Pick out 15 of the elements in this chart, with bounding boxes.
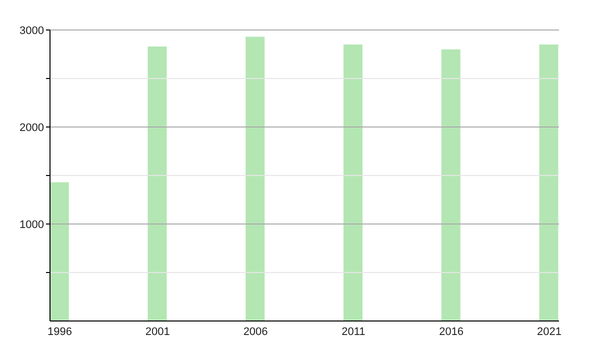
bar [344, 44, 362, 321]
x-tick-label: 2011 [342, 326, 366, 338]
y-tick-label: 2000 [20, 122, 44, 134]
bar [148, 46, 167, 321]
x-tick-label: 2001 [145, 326, 170, 338]
bar [50, 182, 69, 321]
y-tick-label: 1000 [20, 218, 44, 231]
y-tick-label: 3000 [20, 24, 44, 37]
bar [441, 49, 460, 321]
bar [246, 36, 265, 321]
x-tick-label: 2016 [439, 326, 464, 338]
x-tick-label: 2021 [536, 326, 562, 338]
x-tick-label: 1996 [48, 326, 72, 338]
x-tick-label: 2006 [243, 326, 268, 338]
bar [539, 44, 558, 321]
